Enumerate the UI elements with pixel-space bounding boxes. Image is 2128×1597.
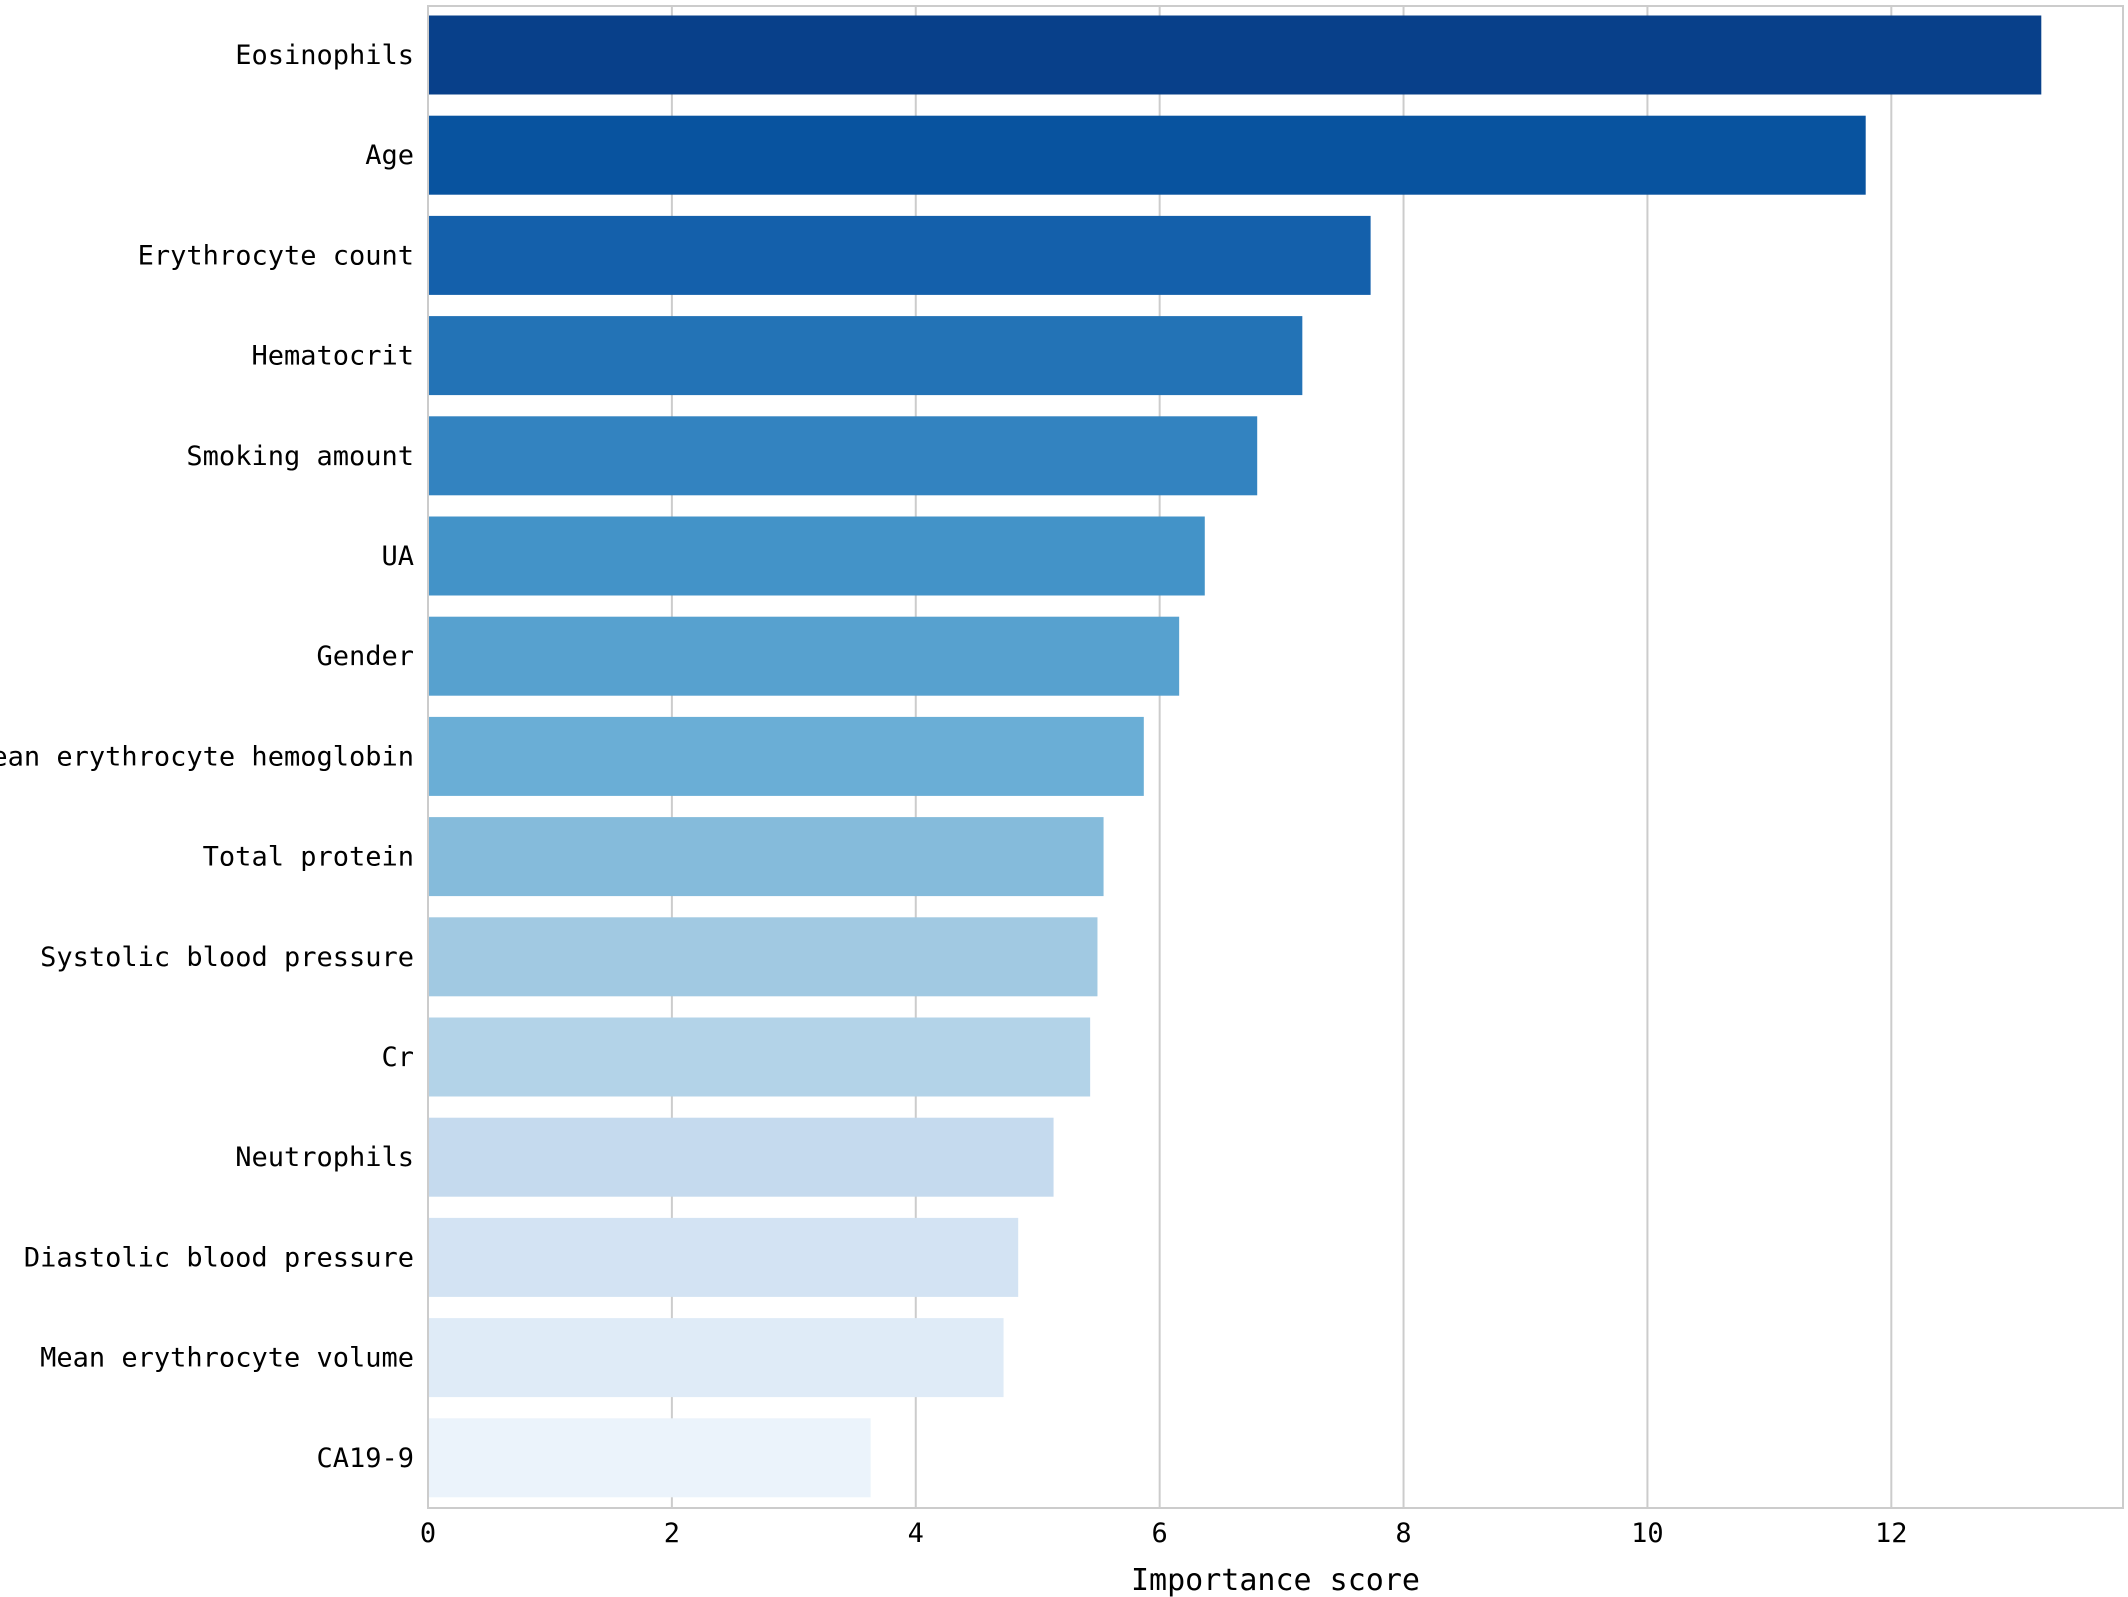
y-tick-label: Mean erythrocyte hemoglobin — [0, 741, 414, 772]
y-tick-label: Diastolic blood pressure — [24, 1242, 414, 1273]
bar — [428, 215, 1371, 295]
plot-frame — [427, 5, 2124, 1509]
x-tick-label: 12 — [1875, 1518, 1908, 1549]
x-tick-label: 2 — [664, 1518, 680, 1549]
y-tick-label: Gender — [316, 641, 414, 672]
y-tick-label: Age — [365, 140, 414, 171]
x-tick-label: 0 — [420, 1518, 436, 1549]
bars — [428, 15, 2042, 1498]
y-tick-label: UA — [381, 541, 414, 572]
x-tick-label: 10 — [1631, 1518, 1664, 1549]
bar — [428, 516, 1205, 596]
y-tick-label: Erythrocyte count — [138, 240, 414, 271]
x-tick-label: 8 — [1395, 1518, 1411, 1549]
bar — [428, 817, 1104, 897]
y-tick-label: Hematocrit — [251, 341, 414, 372]
bar — [428, 416, 1258, 496]
bar — [428, 1418, 871, 1498]
y-tick-label: Systolic blood pressure — [40, 942, 414, 973]
y-tick-label: Smoking amount — [186, 441, 414, 472]
bar — [428, 1217, 1019, 1297]
bar — [428, 1017, 1091, 1097]
x-tick-label: 6 — [1152, 1518, 1168, 1549]
y-tick-label: Mean erythrocyte volume — [40, 1343, 414, 1374]
bar — [428, 15, 2042, 95]
y-tick-label: Cr — [381, 1042, 414, 1073]
bar — [428, 616, 1180, 696]
x-tick-labels: 0 2 4 6 8 10 12 — [420, 1518, 1908, 1549]
x-tick-label: 4 — [908, 1518, 924, 1549]
bar — [428, 316, 1303, 396]
y-tick-labels: Eosinophils Age Erythrocyte count Hematocri… — [0, 40, 414, 1474]
y-tick-label: Neutrophils — [235, 1142, 414, 1173]
bar — [428, 115, 1866, 195]
y-tick-label: Total protein — [203, 842, 414, 873]
x-axis-title: Importance score — [1131, 1563, 1420, 1597]
bar — [428, 1318, 1004, 1398]
bar — [428, 716, 1144, 796]
bar — [428, 917, 1098, 997]
y-tick-label: Eosinophils — [235, 40, 414, 71]
bar — [428, 1117, 1054, 1197]
y-tick-label: CA19-9 — [316, 1443, 414, 1474]
